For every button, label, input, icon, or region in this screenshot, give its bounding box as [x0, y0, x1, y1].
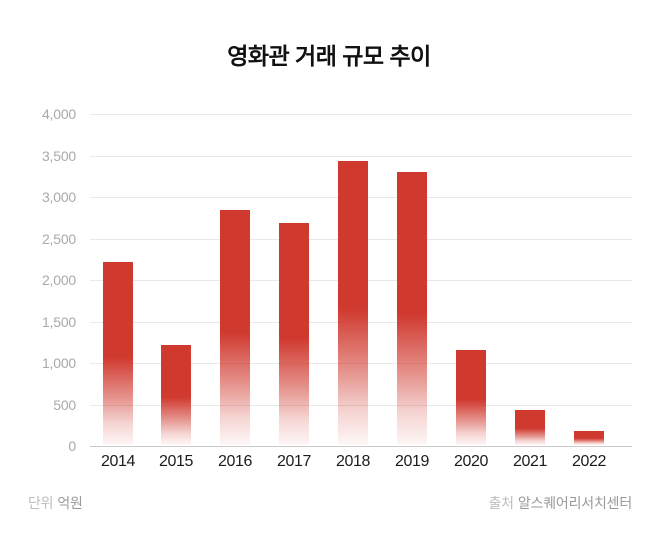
bar-2020: [456, 350, 486, 445]
x-axis: 2014 2015 2016 2017 2018 2019 2020 2021 2022: [90, 453, 632, 475]
x-axis-label: 2015: [159, 453, 193, 470]
bar-2015: [161, 345, 191, 445]
x-axis-label: 2022: [572, 453, 606, 470]
plot-area: [90, 114, 632, 447]
source-note-label: 출처: [488, 495, 515, 511]
x-axis-label: 2021: [513, 453, 547, 470]
source-note: 출처 알스퀘어리서치센터: [489, 493, 633, 513]
bar-2014: [103, 262, 133, 445]
bar-2022: [574, 431, 604, 445]
bar-2017: [279, 223, 309, 445]
bar-2021: [515, 410, 545, 445]
x-axis-label: 2020: [454, 453, 488, 470]
unit-note: 단위 억원: [28, 493, 83, 513]
bar-2018: [338, 161, 368, 445]
y-axis-tick: 0: [68, 438, 76, 454]
y-axis-tick: 500: [53, 397, 76, 413]
y-axis: 4,000 3,500 3,000 2,500 2,000 1,500 1,000 500 0: [0, 106, 76, 454]
y-axis-tick: 3,000: [41, 189, 76, 205]
x-axis-label: 2014: [101, 453, 135, 470]
x-axis-baseline: [90, 446, 632, 447]
y-axis-tick: 1,500: [41, 314, 76, 330]
y-axis-tick: 3,500: [41, 148, 76, 164]
x-axis-label: 2016: [218, 453, 252, 470]
unit-note-label: 단위: [28, 495, 54, 511]
source-note-value: 알스퀘어리서치센터: [517, 495, 632, 511]
gridline: [90, 156, 632, 157]
footer: 단위 억원 출처 알스퀘어리서치센터: [28, 493, 632, 513]
unit-note-value: 억원: [57, 495, 83, 511]
chart-title: 영화관 거래 규모 추이: [227, 43, 431, 69]
bar-2019: [397, 172, 427, 445]
gridline: [90, 114, 632, 115]
y-axis-tick: 2,500: [41, 231, 76, 247]
y-axis-tick: 1,000: [41, 355, 76, 371]
y-axis-tick: 2,000: [41, 272, 76, 288]
y-axis-tick: 4,000: [41, 106, 76, 122]
x-axis-label: 2019: [395, 453, 429, 470]
bar-2016: [220, 210, 250, 445]
x-axis-label: 2017: [277, 453, 311, 470]
x-axis-label: 2018: [336, 453, 370, 470]
